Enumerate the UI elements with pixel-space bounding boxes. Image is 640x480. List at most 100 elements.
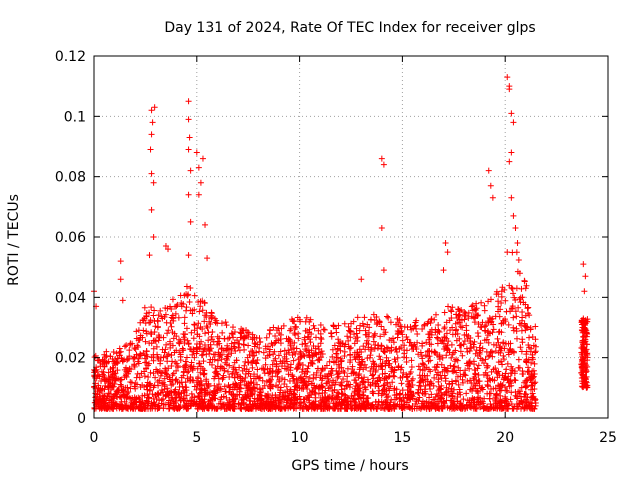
data-point <box>512 308 519 315</box>
data-point <box>304 327 311 334</box>
data-point <box>186 398 193 405</box>
data-point <box>343 382 350 389</box>
data-point <box>107 366 114 373</box>
data-point <box>110 405 117 412</box>
data-point <box>440 267 447 274</box>
data-point <box>372 330 379 337</box>
data-point <box>107 386 114 393</box>
data-point <box>313 374 320 381</box>
data-point <box>521 393 528 400</box>
data-point <box>208 361 215 368</box>
data-point <box>143 365 150 372</box>
data-point <box>185 405 192 412</box>
data-point <box>293 382 300 389</box>
data-point <box>186 298 193 305</box>
data-point <box>280 322 287 329</box>
data-point <box>363 364 370 371</box>
data-point <box>335 361 342 368</box>
data-point <box>426 341 433 348</box>
data-point <box>289 351 296 358</box>
data-point <box>185 146 192 153</box>
data-point <box>274 373 281 380</box>
data-point <box>435 327 442 334</box>
data-point <box>193 386 200 393</box>
data-point <box>477 355 484 362</box>
data-point <box>382 398 389 405</box>
data-point <box>502 297 509 304</box>
data-point <box>436 352 443 359</box>
data-point <box>318 336 325 343</box>
data-point <box>197 363 204 370</box>
data-point <box>287 327 294 334</box>
data-point <box>223 322 230 329</box>
data-point <box>306 336 313 343</box>
data-point <box>272 394 279 401</box>
data-point <box>144 402 151 409</box>
data-point <box>438 375 445 382</box>
data-point <box>501 397 508 404</box>
data-point <box>228 340 235 347</box>
data-point <box>295 356 302 363</box>
data-point <box>508 194 515 201</box>
data-point <box>298 369 305 376</box>
data-point <box>303 373 310 380</box>
data-point <box>455 381 462 388</box>
data-point <box>447 397 454 404</box>
y-tick-label: 0 <box>77 411 86 427</box>
data-point <box>529 394 536 401</box>
data-point <box>310 404 317 411</box>
data-point <box>508 382 515 389</box>
data-point <box>345 337 352 344</box>
data-point <box>415 363 422 370</box>
data-point <box>305 378 312 385</box>
data-point <box>322 393 329 400</box>
data-point <box>226 396 233 403</box>
data-point <box>517 344 524 351</box>
data-point <box>150 179 157 186</box>
data-point <box>199 155 206 162</box>
data-point <box>291 386 298 393</box>
data-point <box>446 381 453 388</box>
data-point <box>383 354 390 361</box>
data-point <box>214 357 221 364</box>
data-point <box>510 212 517 219</box>
data-point <box>140 405 147 412</box>
data-point <box>208 309 215 316</box>
data-point <box>148 170 155 177</box>
data-point <box>230 334 237 341</box>
data-point <box>447 327 454 334</box>
data-point <box>362 346 369 353</box>
data-point <box>518 327 525 334</box>
data-point <box>188 329 195 336</box>
data-point <box>202 221 209 228</box>
data-point <box>92 367 99 374</box>
x-tick-label: 15 <box>393 430 411 446</box>
data-point <box>509 285 516 292</box>
data-point <box>412 343 419 350</box>
data-point <box>510 327 517 334</box>
data-point <box>164 358 171 365</box>
data-point <box>318 403 325 410</box>
data-point <box>269 361 276 368</box>
data-point <box>475 372 482 379</box>
data-point <box>419 361 426 368</box>
data-point <box>229 324 236 331</box>
data-point <box>110 348 117 355</box>
data-point <box>285 371 292 378</box>
data-point <box>328 365 335 372</box>
data-point <box>135 344 142 351</box>
data-point <box>439 354 446 361</box>
data-point <box>116 352 123 359</box>
data-point <box>285 347 292 354</box>
data-point <box>328 396 335 403</box>
data-point <box>107 353 114 360</box>
data-point <box>287 402 294 409</box>
data-point <box>341 402 348 409</box>
data-point <box>373 405 380 412</box>
data-point <box>449 331 456 338</box>
data-point <box>120 388 127 395</box>
data-point <box>249 364 256 371</box>
data-point <box>200 399 207 406</box>
data-point <box>276 378 283 385</box>
data-point <box>319 390 326 397</box>
